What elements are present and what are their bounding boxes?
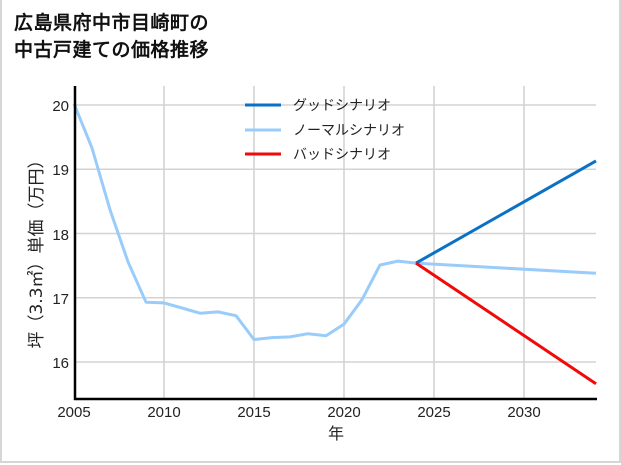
legend: グッドシナリオ ノーマルシナリオ バッドシナリオ bbox=[245, 98, 405, 163]
y-tick-label: 20 bbox=[52, 98, 69, 115]
chart-title-line-2: 中古戸建ての価格推移 bbox=[14, 39, 210, 61]
legend-item-bad: バッドシナリオ bbox=[245, 147, 391, 163]
chart-title-line-1: 広島県府中市目崎町の bbox=[14, 12, 210, 34]
legend-label-bad: バッドシナリオ bbox=[293, 147, 391, 163]
series-lines bbox=[72, 103, 597, 386]
x-tick-label: 2030 bbox=[507, 404, 540, 421]
y-axis-label: 坪（3.3㎡）単価（万円） bbox=[27, 151, 47, 348]
x-tick-label: 2005 bbox=[57, 404, 90, 421]
y-tick-label: 17 bbox=[52, 291, 69, 308]
chart-title: 広島県府中市目崎町の 中古戸建ての価格推移 bbox=[14, 10, 209, 64]
legend-label-good: グッドシナリオ bbox=[293, 98, 391, 114]
legend-label-normal: ノーマルシナリオ bbox=[293, 123, 405, 139]
y-tick-label: 18 bbox=[52, 227, 69, 244]
series-line-good bbox=[415, 159, 597, 265]
x-tick-label: 2010 bbox=[147, 404, 180, 421]
legend-item-good: グッドシナリオ bbox=[245, 98, 391, 114]
grid-lines bbox=[75, 86, 596, 399]
series-line-normal bbox=[72, 103, 597, 341]
series-line-bad bbox=[415, 261, 597, 386]
x-tick-label: 2020 bbox=[327, 404, 360, 421]
x-axis-label: 年 bbox=[328, 424, 344, 443]
axes bbox=[73, 86, 597, 401]
x-tick-labels: 2005 2010 2015 2020 2025 2030 bbox=[57, 404, 540, 421]
y-tick-labels: 16 17 18 19 20 bbox=[52, 98, 69, 372]
y-tick-label: 16 bbox=[52, 355, 69, 372]
y-tick-label: 19 bbox=[52, 162, 69, 179]
legend-item-normal: ノーマルシナリオ bbox=[245, 123, 405, 139]
x-tick-label: 2025 bbox=[417, 404, 450, 421]
x-tick-label: 2015 bbox=[237, 404, 270, 421]
